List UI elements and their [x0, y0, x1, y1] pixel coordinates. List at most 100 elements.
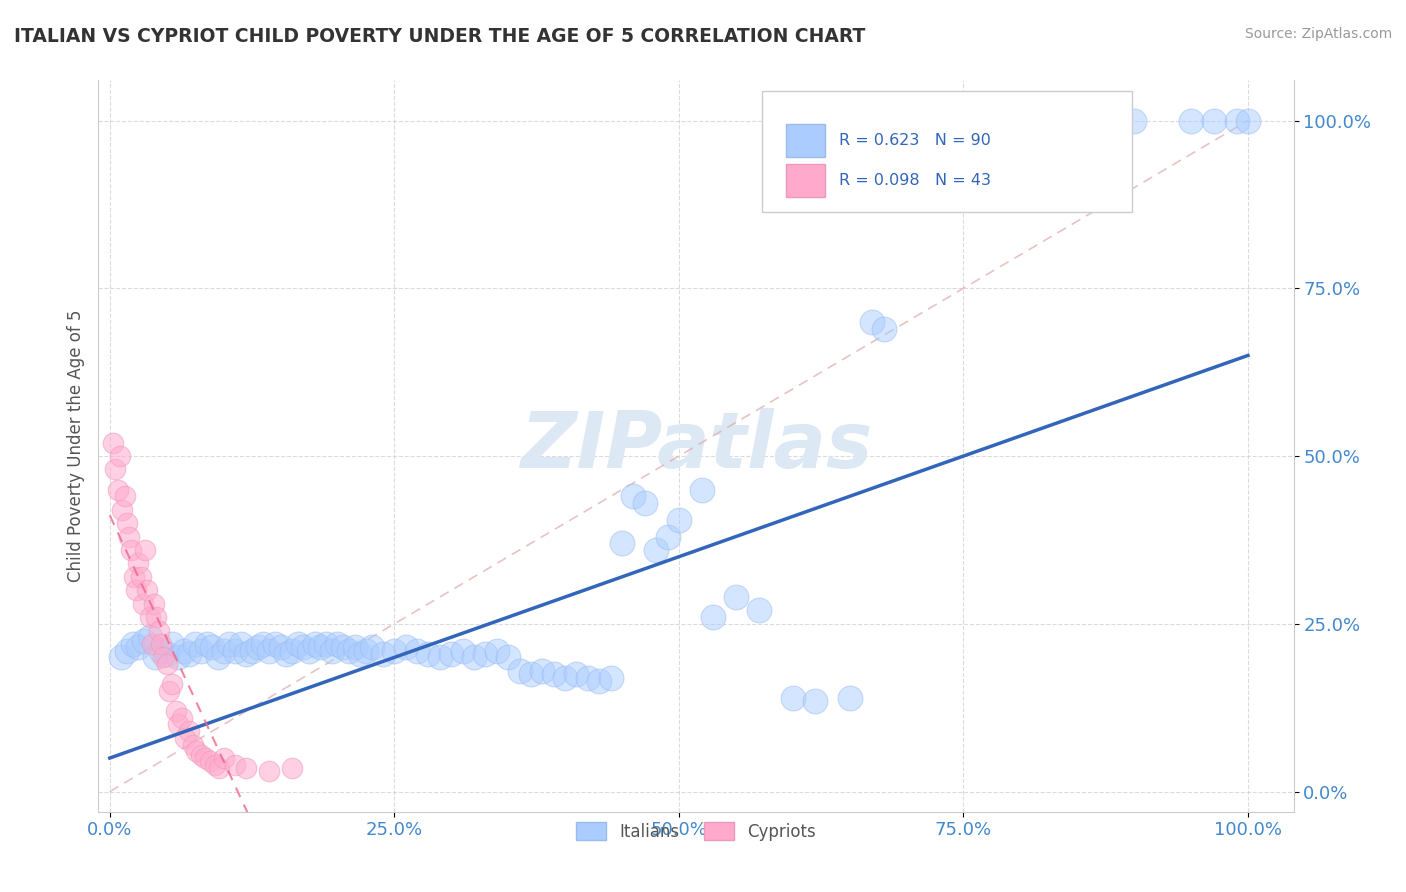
Point [531, 664, 554, 678]
Point [349, 647, 371, 661]
Bar [786, 164, 825, 197]
Point [576, 671, 599, 685]
Text: ITALIAN VS CYPRIOT CHILD POVERTY UNDER THE AGE OF 5 CORRELATION CHART: ITALIAN VS CYPRIOT CHILD POVERTY UNDER T… [14, 27, 866, 45]
Point [165, 704, 187, 718]
Point [440, 647, 463, 661]
Point [1226, 113, 1249, 128]
Point [207, 650, 229, 665]
Text: R = 0.623   N = 90: R = 0.623 N = 90 [839, 133, 991, 148]
Point [804, 694, 827, 708]
Point [588, 673, 610, 688]
Point [429, 650, 451, 665]
Text: ZIPatlas: ZIPatlas [520, 408, 872, 484]
Point [103, 435, 125, 450]
Point [496, 650, 519, 665]
Text: Source: ZipAtlas.com: Source: ZipAtlas.com [1244, 27, 1392, 41]
Point [107, 483, 129, 497]
Point [873, 321, 896, 335]
Point [179, 647, 201, 661]
Point [190, 643, 212, 657]
Point [298, 643, 321, 657]
Point [170, 711, 193, 725]
Point [292, 640, 315, 655]
Point [406, 643, 429, 657]
Point [474, 647, 496, 661]
Point [621, 489, 644, 503]
Point [371, 647, 394, 661]
Point [1123, 113, 1146, 128]
Point [554, 671, 576, 685]
Point [463, 650, 485, 665]
Point [1010, 113, 1032, 128]
Point [148, 624, 170, 638]
Point [634, 496, 657, 510]
Point [134, 543, 156, 558]
Point [509, 664, 531, 678]
Point [1180, 113, 1202, 128]
Point [162, 677, 184, 691]
Bar [786, 124, 825, 157]
Point [1066, 113, 1088, 128]
Point [326, 637, 349, 651]
Point [129, 570, 152, 584]
Point [451, 643, 474, 657]
Point [152, 650, 174, 665]
Point [167, 717, 190, 731]
Point [208, 761, 231, 775]
Point [321, 643, 343, 657]
Point [212, 643, 235, 657]
Point [127, 557, 149, 571]
Point [167, 650, 190, 665]
Point [104, 462, 127, 476]
Point [150, 643, 173, 657]
Point [565, 667, 588, 681]
Point [263, 637, 285, 651]
Point [115, 516, 138, 531]
Point [212, 751, 235, 765]
Y-axis label: Child Poverty Under the Age of 5: Child Poverty Under the Age of 5 [66, 310, 84, 582]
Point [118, 530, 141, 544]
Point [543, 667, 565, 681]
Point [281, 643, 304, 657]
Point [257, 643, 280, 657]
Point [157, 684, 180, 698]
Point [218, 637, 240, 651]
Point [194, 751, 217, 765]
Point [287, 637, 309, 651]
Point [138, 610, 160, 624]
Point [145, 610, 167, 624]
Point [173, 643, 195, 657]
Point [252, 637, 274, 651]
Point [418, 647, 440, 661]
Point [610, 536, 633, 550]
Point [143, 597, 166, 611]
Point [224, 643, 246, 657]
Point [668, 513, 690, 527]
Point [702, 610, 724, 624]
Point [143, 650, 166, 665]
Point [186, 744, 208, 758]
Point [111, 502, 134, 516]
Legend: Italians, Cypriots: Italians, Cypriots [569, 815, 823, 847]
Point [657, 530, 679, 544]
Point [179, 724, 201, 739]
Point [1237, 113, 1260, 128]
Point [382, 643, 405, 657]
Point [156, 657, 179, 671]
Point [240, 643, 263, 657]
Point [520, 667, 543, 681]
Point [122, 570, 145, 584]
Point [156, 647, 179, 661]
Point [485, 643, 508, 657]
Point [190, 747, 212, 762]
Point [115, 643, 138, 657]
FancyBboxPatch shape [762, 91, 1132, 212]
Point [724, 590, 747, 604]
Point [138, 630, 160, 644]
Point [952, 113, 974, 128]
Point [1088, 113, 1111, 128]
Point [276, 647, 298, 661]
Point [315, 637, 337, 651]
Point [174, 731, 197, 745]
Point [782, 690, 804, 705]
